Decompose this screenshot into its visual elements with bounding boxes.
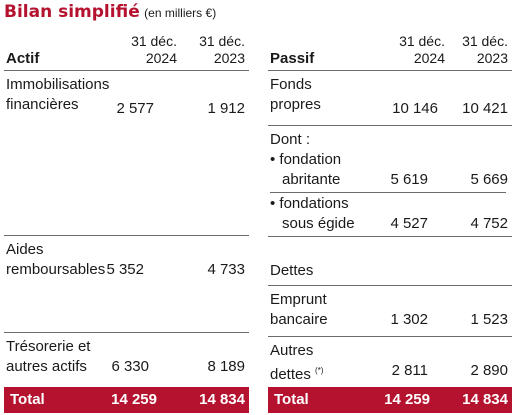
table-row: Trésorerie et autres actifs 6 330 8 189: [4, 333, 249, 383]
row-label-line2: autres actifs: [6, 358, 87, 375]
col-2023-line2: 2023: [213, 50, 245, 66]
value-2024: 2 811: [391, 362, 428, 379]
bullet-label-line1: • fondations: [270, 195, 349, 212]
total-2024: 14 259: [384, 391, 430, 408]
row-label: Fonds propres: [270, 75, 321, 115]
row-label-line1: Trésorerie et: [6, 338, 91, 355]
dettes-label: Dettes: [270, 262, 314, 279]
row-label-line1: Fonds: [270, 76, 312, 93]
col-2024-line2: 2024: [145, 50, 177, 66]
table-row: Fonds propres 10 146 10 421: [268, 71, 512, 126]
row-label-line2: bancaire: [270, 311, 328, 328]
total-2023: 14 834: [199, 391, 245, 408]
value-2023: 8 189: [207, 358, 245, 375]
passif-total-row: Total 14 259 14 834: [268, 387, 512, 413]
value-2024: 5 352: [106, 261, 144, 278]
actif-table: Actif 31 déc. 2024 31 déc. 2023 Immobili…: [4, 30, 249, 383]
value-2024: 1 302: [390, 311, 428, 328]
row-label: Autres dettes (*): [270, 341, 324, 385]
row-label: Emprunt bancaire: [270, 290, 328, 330]
table-row: Aides remboursables 5 352 4 733: [4, 236, 249, 333]
footnote-marker: (*): [315, 366, 324, 375]
actif-total-row: Total 14 259 14 834: [4, 387, 249, 413]
value-2023: 1 912: [207, 100, 245, 117]
col-2024-line2: 2024: [413, 50, 445, 66]
table-row: Dettes: [268, 237, 512, 286]
col-2024: 31 déc. 2024: [117, 33, 177, 67]
value-2023: 4 752: [470, 215, 508, 232]
dont-label: Dont :: [270, 131, 311, 148]
table-row: Immobilisations financières 2 577 1 912: [4, 71, 249, 236]
row-label: Immobilisations financières: [6, 75, 109, 115]
value-2024: 6 330: [111, 358, 149, 375]
row-label-line2: dettes (*): [270, 361, 324, 385]
row-label: • fondations sous égide: [270, 194, 355, 234]
divider: [270, 192, 506, 193]
bullet-label-line2: sous égide: [282, 215, 355, 232]
title-main: Bilan simplifié: [4, 2, 140, 22]
row-label: Dont : • fondation abritante: [270, 130, 341, 190]
value-2023: 2 890: [470, 362, 508, 379]
table-row: Emprunt bancaire 1 302 1 523: [268, 286, 512, 337]
row-label-line2: remboursables: [6, 261, 106, 278]
col-2023-line2: 2023: [476, 50, 508, 66]
row-label: Trésorerie et autres actifs: [6, 337, 90, 377]
row-label-line1: Autres: [270, 342, 314, 359]
actif-header: Actif 31 déc. 2024 31 déc. 2023: [4, 30, 249, 71]
bullet-label-line2: abritante: [282, 171, 341, 188]
table-row: Autres dettes (*) 2 811 2 890: [268, 337, 512, 387]
passif-table: Passif 31 déc. 2024 31 déc. 2023 Fonds p…: [268, 30, 512, 387]
value-2024: 5 619: [390, 171, 428, 188]
total-label: Total: [10, 391, 45, 408]
row-label-line1: Aides: [6, 241, 44, 258]
value-2023: 1 523: [470, 311, 508, 328]
autres-dettes-label: dettes: [270, 366, 311, 383]
page-title: Bilan simplifié (en milliers €): [4, 2, 216, 22]
value-2024: 10 146: [392, 100, 438, 117]
total-2023: 14 834: [462, 391, 508, 408]
row-label: Aides remboursables: [6, 240, 105, 280]
bullet-label-line1: • fondation: [270, 151, 342, 168]
value-2024: 4 527: [390, 215, 428, 232]
passif-header-label: Passif: [270, 50, 315, 67]
value-2023: 5 669: [470, 171, 508, 188]
col-2023-line1: 31 déc.: [199, 33, 245, 49]
total-2024: 14 259: [111, 391, 157, 408]
row-label-line2: propres: [270, 96, 321, 113]
table-row: Dont : • fondation abritante 5 619 5 669…: [268, 126, 512, 237]
row-label-line1: Immobilisations: [6, 76, 110, 93]
col-2023: 31 déc. 2023: [448, 33, 508, 67]
row-label-line2: financières: [6, 96, 79, 113]
value-2024: 2 577: [116, 100, 154, 117]
row-label-line1: Emprunt: [270, 291, 327, 308]
col-2023: 31 déc. 2023: [185, 33, 245, 67]
value-2023: 4 733: [207, 261, 245, 278]
title-unit: (en milliers €): [144, 6, 217, 20]
col-2023-line1: 31 déc.: [462, 33, 508, 49]
col-2024: 31 déc. 2024: [385, 33, 445, 67]
passif-header: Passif 31 déc. 2024 31 déc. 2023: [268, 30, 512, 71]
value-2023: 10 421: [462, 100, 508, 117]
col-2024-line1: 31 déc.: [131, 33, 177, 49]
actif-header-label: Actif: [6, 50, 40, 67]
total-label: Total: [274, 391, 309, 408]
col-2024-line1: 31 déc.: [399, 33, 445, 49]
